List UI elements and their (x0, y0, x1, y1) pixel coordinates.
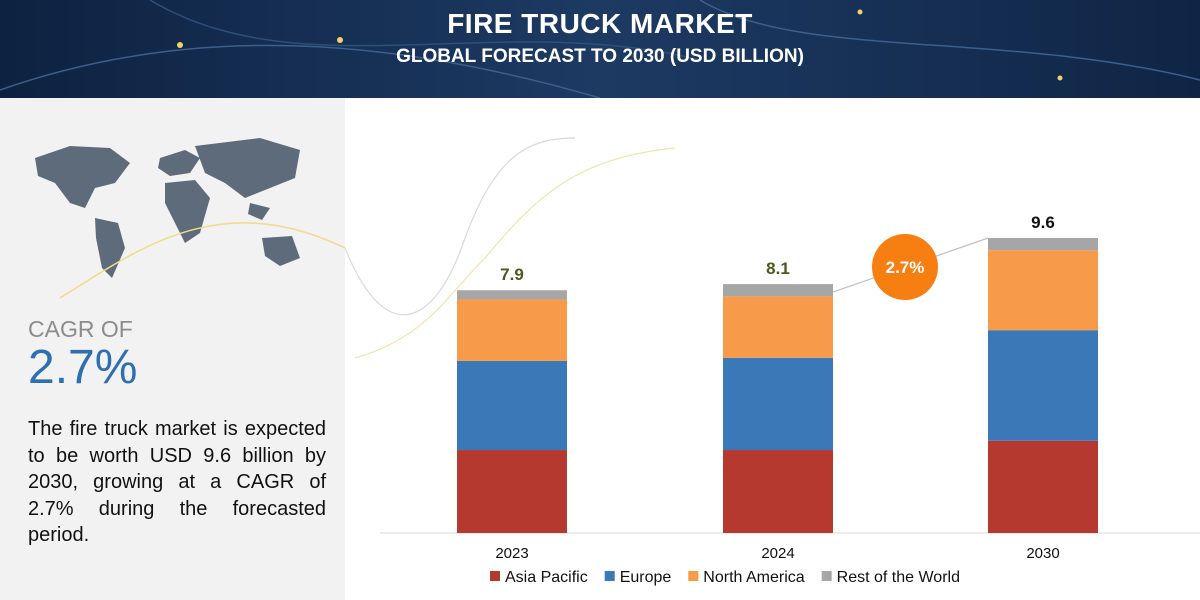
legend-swatch (688, 571, 699, 581)
chart: 7.9 2023 8.1 2024 9.6 2030 2.7% Asia Pacific Eur… (345, 137, 1200, 586)
side-panel: CAGR OF 2.7% The fire truck market is ex… (0, 98, 345, 600)
bar-segment (723, 284, 833, 297)
total-label: 7.9 (500, 265, 524, 284)
bar-segment (457, 299, 567, 361)
world-map (35, 138, 345, 299)
legend-swatch (490, 571, 500, 581)
x-tick-label: 2023 (495, 545, 528, 562)
bar-segment (723, 296, 833, 358)
cagr-bubble (872, 234, 938, 300)
bar-segment (988, 238, 1098, 251)
total-label: 9.6 (1031, 213, 1055, 232)
decor-curve (345, 137, 576, 316)
legend-label: Asia Pacific (505, 569, 588, 586)
bar-segment (988, 440, 1098, 533)
bar-segment (457, 450, 567, 533)
header: FIRE TRUCK MARKET GLOBAL FORECAST TO 203… (0, 0, 1200, 98)
cagr-annotation: 2.7% (886, 258, 925, 277)
chart-title: FIRE TRUCK MARKET (447, 8, 753, 39)
description: The fire truck market is expected to be … (28, 418, 326, 546)
x-tick-label: 2024 (761, 545, 794, 562)
bar-segment (723, 450, 833, 533)
cagr-caption: CAGR OF (28, 316, 133, 342)
legend-label: North America (703, 569, 804, 586)
bar-segment (988, 330, 1098, 441)
bar-segment (988, 250, 1098, 331)
total-label: 8.1 (766, 259, 790, 278)
decor-curve (354, 147, 676, 359)
chart-subtitle: GLOBAL FORECAST TO 2030 (USD BILLION) (396, 46, 804, 67)
bar-segment (723, 357, 833, 451)
bar-segment (457, 290, 567, 300)
legend-swatch (604, 571, 615, 581)
legend-label: Rest of the World (837, 569, 960, 586)
header-decor (0, 0, 1200, 98)
x-tick-label: 2030 (1026, 545, 1059, 562)
legend-label: Europe (620, 569, 672, 586)
legend-swatch (821, 571, 832, 581)
cagr-value: 2.7% (28, 341, 138, 394)
bar-segment (457, 360, 567, 451)
